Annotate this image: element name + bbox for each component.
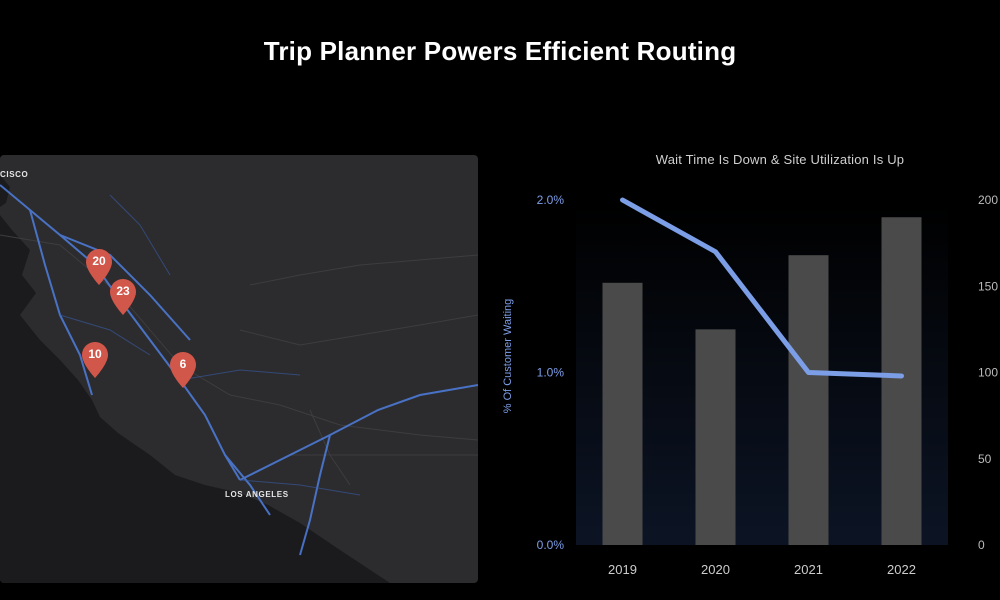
map-pin[interactable]: 20	[86, 249, 112, 285]
islands	[398, 530, 418, 559]
map-pin-icon	[86, 249, 112, 285]
chart-y-tick-right: 100	[978, 366, 998, 380]
slide-title: Trip Planner Powers Efficient Routing	[263, 36, 737, 66]
chart-bar	[788, 255, 829, 545]
map-pin-count: 23	[116, 284, 130, 298]
chart-x-tick: 2019	[608, 562, 637, 577]
minor-roads	[59, 194, 361, 496]
chart-y-tick-left: 0.0%	[537, 538, 565, 552]
map-label-los-angeles: LOS ANGELES	[225, 490, 289, 499]
chart-y-tick-left: 2.0%	[537, 193, 565, 207]
chart-y-tick-left: 1.0%	[537, 366, 565, 380]
chart-panel: Wait Time Is Down & Site Utilization Is …	[500, 140, 1000, 600]
map-pin-icon	[110, 279, 136, 315]
map-pin-count: 6	[179, 357, 187, 371]
map-label-san-francisco: CISCO	[0, 170, 29, 179]
map-pin-icon	[170, 352, 196, 388]
map-graphic	[0, 175, 478, 583]
bay	[0, 175, 10, 207]
chart-title: Wait Time Is Down & Site Utilization Is …	[655, 152, 905, 167]
chart-y-tick-right: 0	[978, 538, 985, 552]
map-pin[interactable]: 10	[82, 342, 108, 378]
chart-x-tick: 2021	[794, 562, 823, 577]
chart-y-tick-right: 150	[978, 279, 998, 293]
map-pin[interactable]: 6	[170, 352, 196, 388]
ocean	[0, 215, 390, 583]
chart-line-series	[620, 197, 904, 379]
chart-bar	[881, 217, 922, 545]
map-pin-count: 10	[88, 347, 102, 361]
chart-y-tick-right: 200	[978, 193, 998, 207]
map-pin-count: 20	[92, 254, 106, 268]
chart-plot: 0.0% 1.0% 2.0% 0 50 100 150 200 2019 2020 2021 20…	[537, 193, 999, 577]
map-pin-icon	[82, 342, 108, 378]
chart-bar	[602, 282, 643, 545]
map-pin[interactable]: 23	[110, 279, 136, 315]
chart-bar	[695, 329, 736, 545]
chart-y-tick-right: 50	[978, 452, 992, 466]
chart-x-tick: 2020	[701, 562, 730, 577]
chart-x-tick: 2022	[887, 562, 916, 577]
route-map[interactable]: CISCO LOS ANGELES 20 23 10 6	[0, 155, 478, 583]
